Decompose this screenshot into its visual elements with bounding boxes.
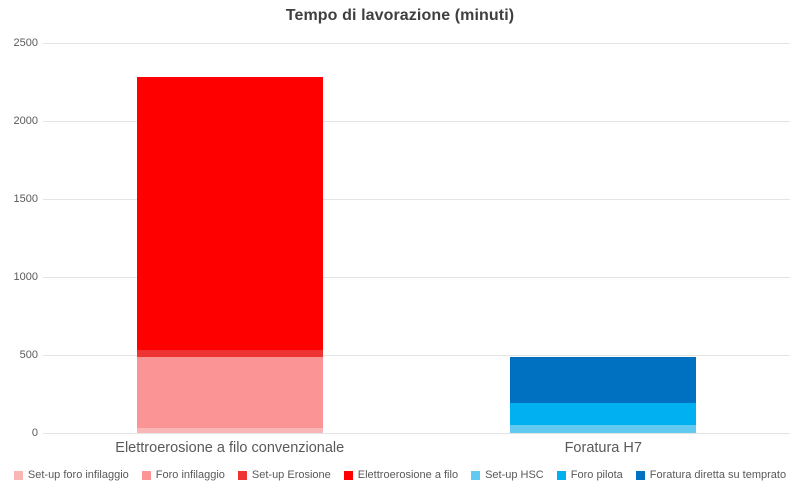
legend-item: Foratura diretta su temprato bbox=[635, 469, 787, 481]
y-axis-tick-label: 1000 bbox=[13, 271, 38, 283]
legend-label: Elettroerosione a filo bbox=[357, 469, 459, 481]
legend-swatch-icon bbox=[556, 470, 566, 480]
legend-item: Foro infilaggio bbox=[141, 469, 225, 481]
chart-title: Tempo di lavorazione (minuti) bbox=[285, 7, 515, 24]
legend-label: Foratura diretta su temprato bbox=[649, 469, 787, 481]
legend-swatch-icon bbox=[13, 470, 23, 480]
legend-label: Set-up HSC bbox=[485, 469, 544, 481]
legend-item: Set-up Erosione bbox=[237, 469, 331, 481]
y-axis-tick-label: 2500 bbox=[13, 37, 38, 49]
chart-legend: Set-up foro infilaggio Foro infilaggio Set… bbox=[0, 469, 800, 481]
legend-label: Set-up foro infilaggio bbox=[27, 469, 129, 481]
gridline bbox=[43, 277, 790, 278]
legend-item: Set-up foro infilaggio bbox=[13, 469, 129, 481]
legend-swatch-icon bbox=[343, 470, 353, 480]
x-axis-category-label: Foratura H7 bbox=[564, 440, 642, 456]
gridline bbox=[43, 121, 790, 122]
bar-segment-foratura-diretta-su-temprato bbox=[510, 357, 697, 404]
x-axis-category-label: Elettroerosione a filo convenzionale bbox=[115, 440, 345, 456]
legend-label: Foro infilaggio bbox=[155, 469, 225, 481]
bar-segment-foro-infilaggio bbox=[136, 356, 323, 429]
y-axis-tick-label: 500 bbox=[19, 349, 38, 361]
legend-swatch-icon bbox=[471, 470, 481, 480]
legend-label: Foro pilota bbox=[570, 469, 623, 481]
y-axis-tick-label: 1500 bbox=[13, 193, 38, 205]
legend-swatch-icon bbox=[237, 470, 247, 480]
bar-segment-elettroerosione-a-filo bbox=[136, 77, 323, 351]
bar-segment-set-up-hsc bbox=[510, 425, 697, 433]
legend-swatch-icon bbox=[141, 470, 151, 480]
legend-label: Set-up Erosione bbox=[251, 469, 331, 481]
bar-segment-set-up-foro-infilaggio bbox=[136, 428, 323, 433]
legend-swatch-icon bbox=[635, 470, 645, 480]
y-axis-tick-label: 0 bbox=[31, 427, 38, 439]
bar-segment-set-up-erosione bbox=[136, 350, 323, 357]
bar-segment-foro-pilota bbox=[510, 403, 697, 426]
gridline bbox=[43, 433, 790, 434]
gridline bbox=[43, 199, 790, 200]
legend-item: Set-up HSC bbox=[471, 469, 544, 481]
legend-item: Elettroerosione a filo bbox=[343, 469, 459, 481]
y-axis-tick-label: 2000 bbox=[13, 115, 38, 127]
gridline bbox=[43, 355, 790, 356]
gridline bbox=[43, 43, 790, 44]
legend-item: Foro pilota bbox=[556, 469, 623, 481]
